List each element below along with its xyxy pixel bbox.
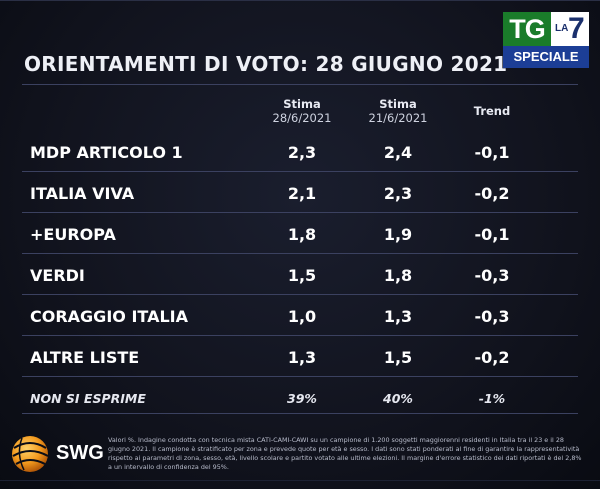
swg-logo: SWG	[8, 428, 108, 478]
stima-21-6-value: 2,3	[383, 184, 413, 203]
table-row: +EUROPA 1,8 1,9 -0,1	[22, 216, 578, 254]
tg-la7-speciale-logo: TG LA 7 SPECIALE	[503, 12, 589, 68]
column-header-date: 28/6/2021	[272, 111, 332, 125]
column-header-trend: Trend	[437, 104, 547, 118]
page-title: ORIENTAMENTI DI VOTO: 28 GIUGNO 2021	[24, 52, 508, 76]
party-name: ITALIA VIVA	[30, 184, 135, 203]
party-name: VERDI	[30, 266, 85, 285]
la7-la-text: LA	[555, 23, 569, 34]
column-header-title: Stima	[379, 97, 417, 111]
table-row: VERDI 1,5 1,8 -0,3	[22, 257, 578, 295]
table-row: ITALIA VIVA 2,1 2,3 -0,2	[22, 175, 578, 213]
stima-21-6-value: 1,8	[383, 266, 413, 285]
stima-28-6-value: 1,0	[287, 307, 317, 326]
non-si-esprime-label: NON SI ESPRIME	[30, 391, 146, 406]
party-name: +EUROPA	[30, 225, 116, 244]
la7-seven-text: 7	[568, 12, 585, 45]
bottom-border	[0, 480, 600, 481]
stima-28-6-value: 2,3	[287, 143, 317, 162]
swg-globe-icon	[12, 436, 49, 472]
stima-28-6-value: 2,1	[287, 184, 317, 203]
stima-21-6-value: 1,9	[383, 225, 413, 244]
row-divider	[22, 253, 578, 254]
trend-value: -0,3	[474, 307, 510, 326]
column-header-stima-28-6: Stima 28/6/2021	[247, 97, 357, 125]
row-divider	[22, 413, 578, 414]
swg-wordmark: SWG	[56, 442, 104, 464]
column-header-title: Trend	[473, 104, 511, 118]
stima-28-6-value: 1,5	[287, 266, 317, 285]
trend-value: -0,3	[474, 266, 510, 285]
column-header-title: Stima	[283, 97, 321, 111]
la7-logo: LA 7	[551, 12, 589, 46]
row-divider	[22, 212, 578, 213]
speciale-label: SPECIALE	[503, 46, 589, 68]
stima-21-6-value: 1,3	[383, 307, 413, 326]
table-row: MDP ARTICOLO 1 2,3 2,4 -0,1	[22, 134, 578, 172]
trend-value: -0,1	[474, 225, 510, 244]
party-name: ALTRE LISTE	[30, 348, 140, 367]
methodology-footnote: Valori %. Indagine condotta con tecnica …	[108, 436, 582, 471]
row-divider	[22, 335, 578, 336]
row-divider	[22, 294, 578, 295]
stima-28-6-value: 1,3	[287, 348, 317, 367]
table-row: ALTRE LISTE 1,3 1,5 -0,2	[22, 339, 578, 377]
trend-value: -0,2	[474, 348, 510, 367]
stima-21-6-value: 2,4	[383, 143, 413, 162]
stima-28-6-value: 39%	[287, 391, 317, 406]
top-border	[0, 0, 600, 1]
stima-21-6-value: 1,5	[383, 348, 413, 367]
stima-28-6-value: 1,8	[287, 225, 317, 244]
table-row-non-si-esprime: NON SI ESPRIME 39% 40% -1%	[22, 384, 578, 414]
table-row: CORAGGIO ITALIA 1,0 1,3 -0,3	[22, 298, 578, 336]
column-header-stima-21-6: Stima 21/6/2021	[343, 97, 453, 125]
column-header-date: 21/6/2021	[368, 111, 428, 125]
trend-value: -0,2	[474, 184, 510, 203]
party-name: MDP ARTICOLO 1	[30, 143, 183, 162]
title-divider	[22, 84, 578, 85]
row-divider	[22, 171, 578, 172]
stima-21-6-value: 40%	[383, 391, 413, 406]
trend-value: -1%	[478, 391, 506, 406]
trend-value: -0,1	[474, 143, 510, 162]
row-divider	[22, 376, 578, 377]
tg-logo: TG	[503, 12, 551, 46]
party-name: CORAGGIO ITALIA	[30, 307, 188, 326]
